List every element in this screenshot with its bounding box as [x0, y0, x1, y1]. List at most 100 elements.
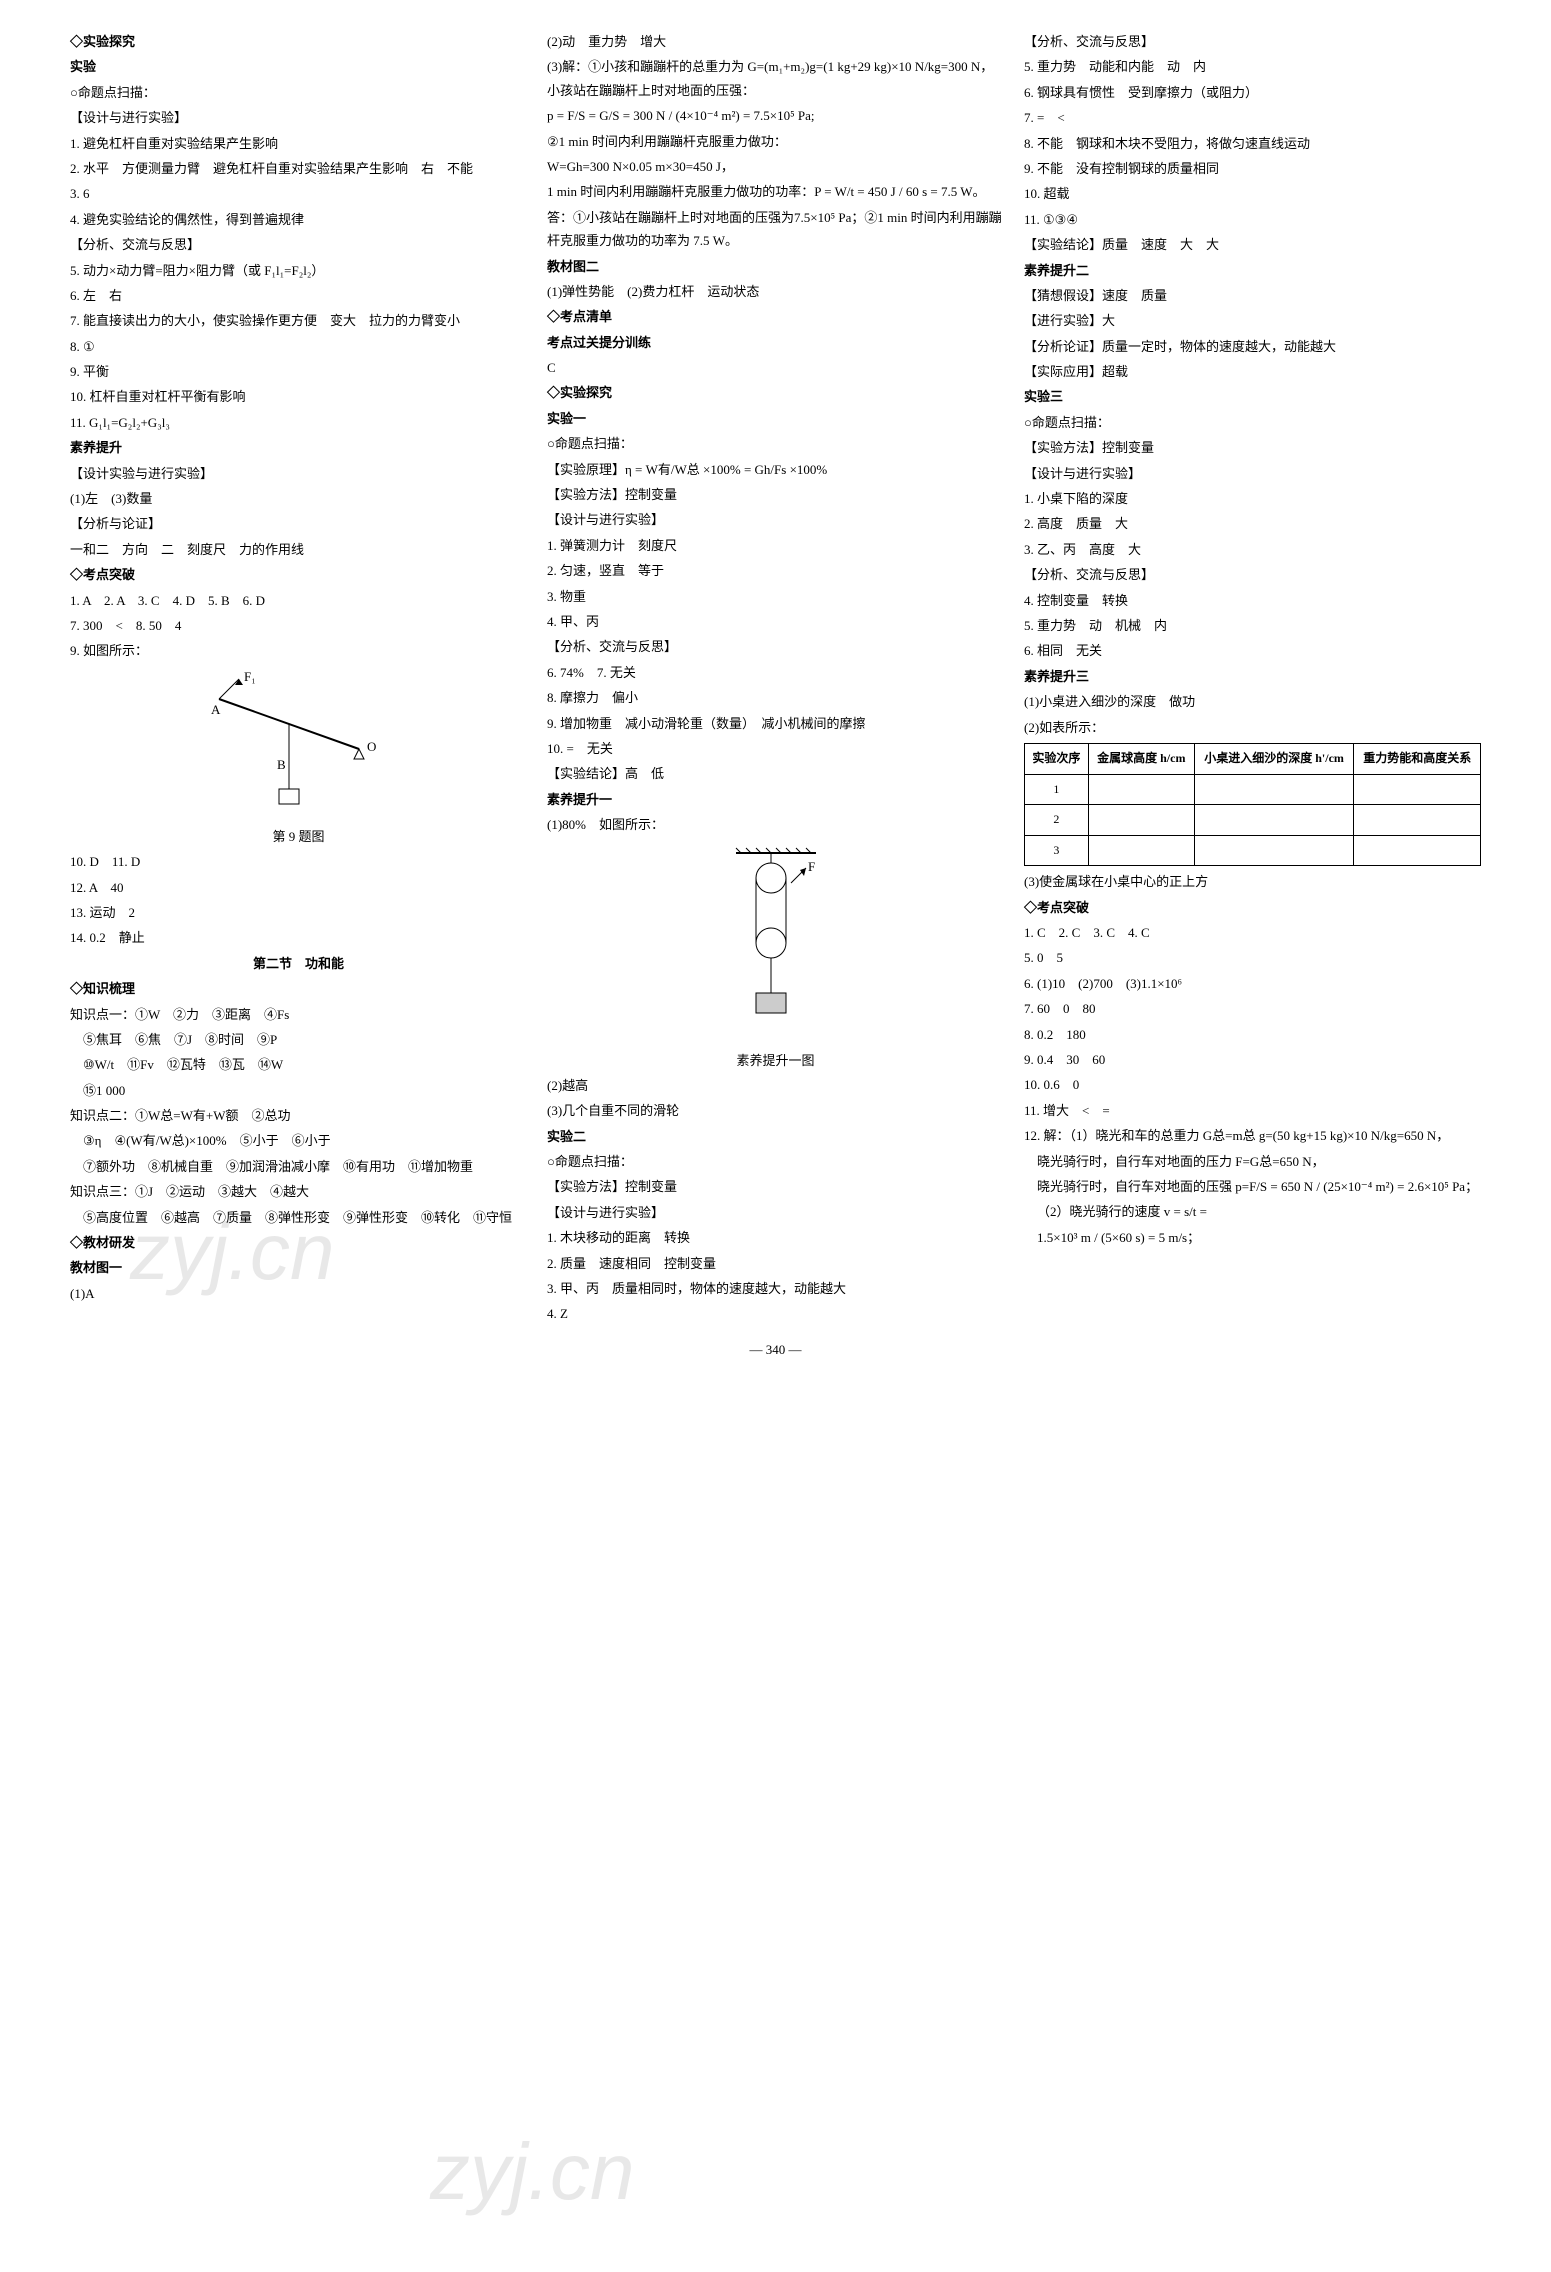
- text: ③η ④(W有/W总)×100% ⑤小于 ⑥小于: [70, 1129, 527, 1152]
- text: 4. 甲、丙: [547, 610, 1004, 633]
- heading: ◇知识梳理: [70, 977, 527, 1000]
- text: 4. Z: [547, 1302, 1004, 1325]
- text: 【实验方法】控制变量: [547, 483, 1004, 506]
- heading: 实验一: [547, 407, 1004, 430]
- text: ⑩W/t ⑪Fv ⑫瓦特 ⑬瓦 ⑭W: [70, 1053, 527, 1076]
- table-header: 实验次序: [1025, 743, 1089, 774]
- text: 1. C 2. C 3. C 4. C: [1024, 921, 1481, 944]
- text: 2. 高度 质量 大: [1024, 512, 1481, 535]
- column-1: ◇实验探究 实验 ○命题点扫描： 【设计与进行实验】 1. 避免杠杆自重对实验结…: [70, 30, 527, 1328]
- heading: ◇考点突破: [70, 563, 527, 586]
- text: (1)小桌进入细沙的深度 做功: [1024, 690, 1481, 713]
- text: 14. 0.2 静止: [70, 926, 527, 949]
- text: 9. 增加物重 减小动滑轮重（数量） 减小机械间的摩擦: [547, 712, 1004, 735]
- text: C: [547, 356, 1004, 379]
- table-row: 1: [1025, 774, 1481, 805]
- page-container: ◇实验探究 实验 ○命题点扫描： 【设计与进行实验】 1. 避免杠杆自重对实验结…: [70, 30, 1481, 1328]
- heading: ○命题点扫描：: [547, 432, 1004, 455]
- heading: 【分析、交流与反思】: [1024, 563, 1481, 586]
- text: 一和二 方向 二 刻度尺 力的作用线: [70, 538, 527, 561]
- text: 1 min 时间内利用蹦蹦杆克服重力做功的功率：P = W/t = 450 J …: [547, 180, 1004, 203]
- text: 2. 水平 方便测量力臂 避免杠杆自重对实验结果产生影响 右 不能: [70, 157, 527, 180]
- table-header: 重力势能和高度关系: [1354, 743, 1481, 774]
- table-header: 金属球高度 h/cm: [1088, 743, 1194, 774]
- section-title: 第二节 功和能: [70, 952, 527, 975]
- text: 1. 弹簧测力计 刻度尺: [547, 534, 1004, 557]
- heading: ○命题点扫描：: [1024, 411, 1481, 434]
- heading: 【设计与进行实验】: [547, 508, 1004, 531]
- text: 10. 超载: [1024, 182, 1481, 205]
- text: 9. 0.4 30 60: [1024, 1048, 1481, 1071]
- heading: 素养提升一: [547, 788, 1004, 811]
- text: 4. 控制变量 转换: [1024, 589, 1481, 612]
- text: 9. 平衡: [70, 360, 527, 383]
- table-cell: [1354, 774, 1481, 805]
- text: 【实验方法】控制变量: [1024, 436, 1481, 459]
- heading: 【设计与进行实验】: [547, 1201, 1004, 1224]
- text: 6. 74% 7. 无关: [547, 661, 1004, 684]
- table-cell: 2: [1025, 805, 1089, 836]
- table-cell: [1088, 805, 1194, 836]
- text: (3)解：①小孩和蹦蹦杆的总重力为 G=(m₁+m₂)g=(1 kg+29 kg…: [547, 55, 1004, 102]
- figure-caption: 素养提升一图: [547, 1049, 1004, 1072]
- text: 7. = <: [1024, 106, 1481, 129]
- text: 【分析论证】质量一定时，物体的速度越大，动能越大: [1024, 335, 1481, 358]
- heading: ○命题点扫描：: [547, 1150, 1004, 1173]
- table-cell: 3: [1025, 835, 1089, 866]
- text: 10. = 无关: [547, 737, 1004, 760]
- table-row: 2: [1025, 805, 1481, 836]
- text: 【猜想假设】速度 质量: [1024, 284, 1481, 307]
- text: 8. 0.2 180: [1024, 1023, 1481, 1046]
- table-cell: [1354, 805, 1481, 836]
- heading: ◇考点突破: [1024, 896, 1481, 919]
- table-cell: [1194, 774, 1354, 805]
- table-header: 小桌进入细沙的深度 h'/cm: [1194, 743, 1354, 774]
- watermark: zyj.cn: [430, 2100, 635, 2244]
- pulley-diagram: F: [716, 843, 836, 1043]
- text: (3)使金属球在小桌中心的正上方: [1024, 870, 1481, 893]
- text: 知识点三：①J ②运动 ③越大 ④越大: [70, 1180, 527, 1203]
- text: 答：①小孩站在蹦蹦杆上时对地面的压强为7.5×10⁵ Pa；②1 min 时间内…: [547, 206, 1004, 253]
- text: 3. 乙、丙 高度 大: [1024, 538, 1481, 561]
- table-cell: [1354, 835, 1481, 866]
- text: 知识点一：①W ②力 ③距离 ④Fs: [70, 1003, 527, 1026]
- text: (1)左 (3)数量: [70, 487, 527, 510]
- heading: 实验: [70, 55, 527, 78]
- heading: 实验三: [1024, 385, 1481, 408]
- text: 5. 重力势 动 机械 内: [1024, 614, 1481, 637]
- heading: 教材图一: [70, 1256, 527, 1279]
- text: 8. ①: [70, 335, 527, 358]
- text: 1. A 2. A 3. C 4. D 5. B 6. D: [70, 589, 527, 612]
- text: （2）晓光骑行的速度 v = s/t =: [1024, 1200, 1481, 1223]
- text: 6. (1)10 (2)700 (3)1.1×10⁶: [1024, 972, 1481, 995]
- text: 5. 动力×动力臂=阻力×阻力臂（或 F₁l₁=F₂l₂）: [70, 259, 527, 282]
- heading: ○命题点扫描：: [70, 81, 527, 104]
- text: 11. G₁l₁=G₂l₂+G₃l₃: [70, 411, 527, 434]
- table-cell: 1: [1025, 774, 1089, 805]
- text: 2. 匀速，竖直 等于: [547, 559, 1004, 582]
- text: ②1 min 时间内利用蹦蹦杆克服重力做功：: [547, 130, 1004, 153]
- heading: 【设计实验与进行实验】: [70, 462, 527, 485]
- heading: 考点过关提分训练: [547, 331, 1004, 354]
- heading: 素养提升: [70, 436, 527, 459]
- text: 7. 能直接读出力的大小，使实验操作更方便 变大 拉力的力臂变小: [70, 309, 527, 332]
- lever-diagram: F₁ A B O: [189, 669, 409, 819]
- table-cell: [1194, 835, 1354, 866]
- text: (2)如表所示：: [1024, 716, 1481, 739]
- heading: 【分析、交流与反思】: [70, 233, 527, 256]
- text: 8. 不能 钢球和木块不受阻力，将做匀速直线运动: [1024, 132, 1481, 155]
- text: 7. 60 0 80: [1024, 997, 1481, 1020]
- text: 1. 小桌下陷的深度: [1024, 487, 1481, 510]
- column-2: (2)动 重力势 增大 (3)解：①小孩和蹦蹦杆的总重力为 G=(m₁+m₂)g…: [547, 30, 1004, 1328]
- table-cell: [1194, 805, 1354, 836]
- text: 13. 运动 2: [70, 901, 527, 924]
- text: 【实验原理】η = W有/W总 ×100% = Gh/Fs ×100%: [547, 458, 1004, 481]
- text: 1. 避免杠杆自重对实验结果产生影响: [70, 132, 527, 155]
- label-O: O: [367, 739, 376, 754]
- label-A: A: [211, 702, 221, 717]
- text: 晓光骑行时，自行车对地面的压强 p=F/S = 650 N / (25×10⁻⁴…: [1024, 1175, 1481, 1198]
- heading: 素养提升二: [1024, 259, 1481, 282]
- text: 知识点二：①W总=W有+W额 ②总功: [70, 1104, 527, 1127]
- text: 12. A 40: [70, 876, 527, 899]
- heading: 素养提升三: [1024, 665, 1481, 688]
